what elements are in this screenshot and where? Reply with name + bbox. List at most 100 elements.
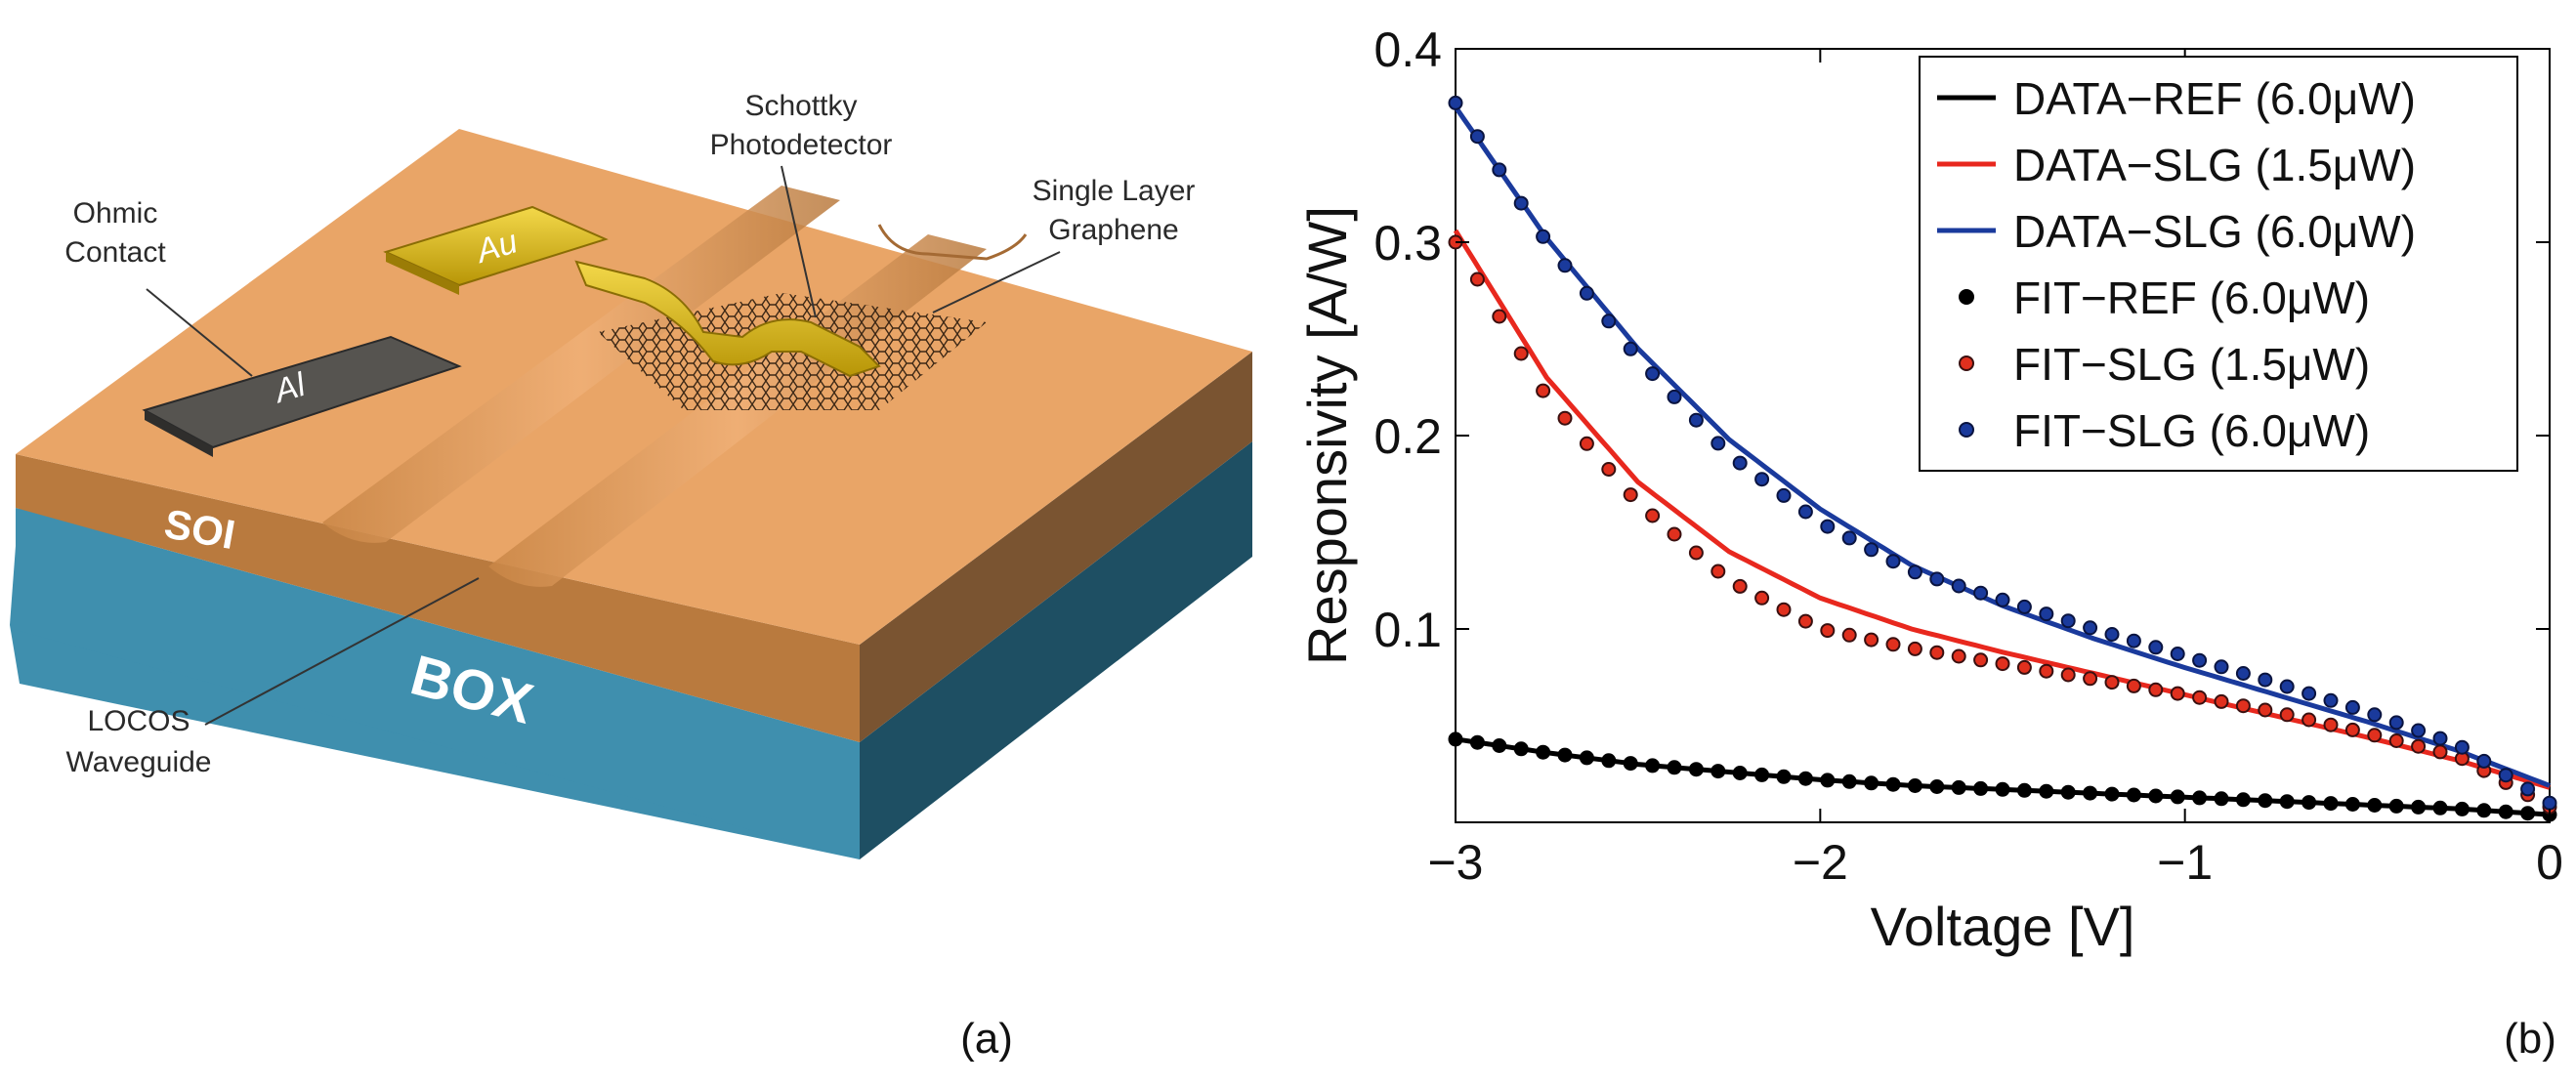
series-point-4 bbox=[2214, 693, 2229, 709]
series-point-3 bbox=[1513, 741, 1529, 757]
series-point-3 bbox=[2432, 800, 2448, 815]
series-point-3 bbox=[2454, 801, 2470, 816]
series-point-5 bbox=[1448, 95, 1463, 110]
series-point-4 bbox=[2432, 744, 2448, 760]
series-point-5 bbox=[2498, 768, 2513, 783]
series-point-3 bbox=[2279, 794, 2295, 810]
series-point-3 bbox=[2520, 806, 2536, 821]
chart-series-points bbox=[1448, 95, 2557, 822]
series-point-3 bbox=[1907, 778, 1922, 793]
series-point-5 bbox=[2083, 620, 2098, 636]
series-point-4 bbox=[2235, 698, 2251, 714]
series-point-3 bbox=[1710, 764, 1726, 779]
series-point-4 bbox=[1557, 410, 1573, 426]
device-schematic: Au Al SOI BOX Ohmic Contact Schottky Pho… bbox=[10, 90, 1252, 1063]
ohmic-label-line1: Ohmic bbox=[73, 197, 158, 230]
ohmic-leader bbox=[146, 288, 253, 377]
series-point-4 bbox=[2060, 667, 2076, 683]
panel-a-letter: (a) bbox=[960, 1015, 1013, 1063]
series-point-5 bbox=[2258, 672, 2273, 688]
series-point-3 bbox=[1929, 779, 1945, 794]
series-point-4 bbox=[2170, 686, 2185, 701]
series-point-3 bbox=[2367, 798, 2383, 813]
y-tick-label: 0.2 bbox=[1373, 409, 1442, 464]
series-point-3 bbox=[2083, 785, 2098, 801]
series-point-3 bbox=[1776, 769, 1792, 784]
series-point-5 bbox=[1864, 542, 1879, 558]
legend-entry-label: FIT−REF (6.0μW) bbox=[2013, 272, 2370, 323]
series-point-3 bbox=[1557, 747, 1573, 763]
series-point-4 bbox=[1841, 627, 1857, 643]
series-point-5 bbox=[1623, 341, 1638, 356]
x-tick-label: 0 bbox=[2536, 835, 2563, 890]
series-point-3 bbox=[2302, 795, 2317, 811]
series-line-1 bbox=[1453, 229, 2551, 790]
series-point-4 bbox=[1907, 641, 1922, 656]
series-point-3 bbox=[2476, 803, 2492, 818]
legend-entry-label: DATA−SLG (6.0μW) bbox=[2013, 206, 2416, 257]
series-point-4 bbox=[1513, 346, 1529, 361]
series-point-3 bbox=[1820, 773, 1836, 788]
series-point-5 bbox=[2104, 627, 2120, 642]
legend-swatch-point bbox=[1959, 422, 1974, 438]
series-point-3 bbox=[2498, 804, 2513, 819]
legend-entry-label: DATA−REF (6.0μW) bbox=[2013, 73, 2416, 124]
series-point-3 bbox=[2170, 789, 2185, 805]
series-point-4 bbox=[2258, 702, 2273, 718]
series-point-4 bbox=[1710, 564, 1726, 579]
series-point-5 bbox=[2388, 715, 2404, 731]
x-axis-label: Voltage [V] bbox=[1871, 896, 2135, 957]
series-point-4 bbox=[1797, 613, 1813, 629]
series-point-5 bbox=[1667, 389, 1682, 404]
au-strip bbox=[574, 260, 881, 378]
series-point-4 bbox=[2126, 678, 2141, 693]
series-point-5 bbox=[1513, 195, 1529, 211]
series-point-4 bbox=[2279, 707, 2295, 723]
series-point-5 bbox=[2235, 666, 2251, 681]
soi-layer-side bbox=[860, 352, 1252, 742]
legend-entry-label: DATA−SLG (1.5μW) bbox=[2013, 140, 2416, 190]
series-point-5 bbox=[2542, 795, 2557, 811]
series-point-4 bbox=[1995, 656, 2010, 672]
series-point-4 bbox=[2148, 682, 2164, 697]
locos-label-line1: LOCOS bbox=[87, 705, 190, 737]
series-point-3 bbox=[1864, 775, 1879, 791]
series-point-5 bbox=[2192, 652, 2208, 668]
locos-label-line2: Waveguide bbox=[66, 746, 212, 778]
series-point-3 bbox=[1885, 776, 1901, 792]
x-tick-label: −3 bbox=[1427, 835, 1483, 890]
series-point-4 bbox=[2302, 712, 2317, 728]
series-point-3 bbox=[2411, 799, 2427, 815]
responsivity-chart: −3 −2 −1 0 0.1 0.2 0.3 0.4 Voltage [V] Responsi… bbox=[1296, 22, 2563, 1063]
au-pad bbox=[383, 205, 609, 287]
series-point-3 bbox=[2258, 793, 2273, 809]
series-point-5 bbox=[1601, 314, 1617, 329]
series-point-3 bbox=[2323, 796, 2339, 812]
series-point-4 bbox=[1776, 602, 1792, 617]
series-point-4 bbox=[1973, 652, 1989, 668]
series-point-3 bbox=[1973, 780, 1989, 796]
series-point-5 bbox=[1951, 578, 1966, 594]
trench-left bbox=[322, 186, 840, 543]
series-point-3 bbox=[2344, 797, 2360, 812]
series-point-4 bbox=[2104, 675, 2120, 690]
series-point-5 bbox=[2454, 739, 2470, 755]
series-point-4 bbox=[1885, 637, 1901, 652]
series-point-3 bbox=[1492, 738, 1507, 753]
series-point-4 bbox=[2344, 722, 2360, 737]
series-point-4 bbox=[1536, 383, 1551, 398]
panel-b-letter: (b) bbox=[2504, 1015, 2556, 1063]
series-point-3 bbox=[1797, 771, 1813, 786]
series-point-5 bbox=[2016, 599, 2032, 614]
trench-far bbox=[877, 224, 1028, 261]
series-point-3 bbox=[2126, 787, 2141, 803]
au-pad-edge bbox=[386, 252, 459, 295]
series-point-5 bbox=[2302, 686, 2317, 701]
series-point-5 bbox=[2476, 753, 2492, 769]
series-point-3 bbox=[2104, 786, 2120, 802]
series-point-3 bbox=[1754, 767, 1770, 782]
series-point-4 bbox=[1645, 508, 1661, 523]
series-point-5 bbox=[2367, 707, 2383, 723]
series-point-5 bbox=[1536, 229, 1551, 244]
